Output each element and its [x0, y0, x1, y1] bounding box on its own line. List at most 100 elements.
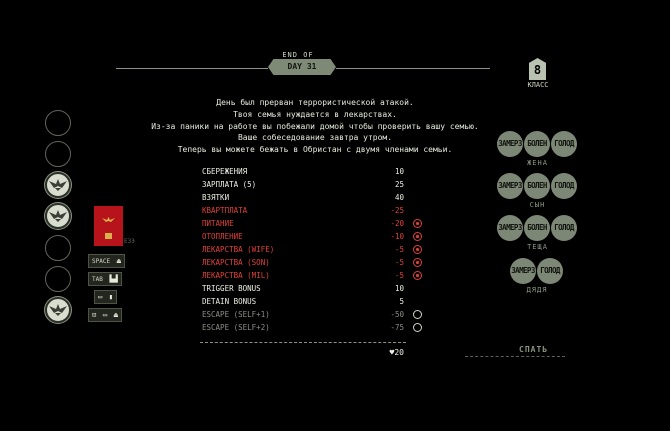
- family-status-badge: БОЛЕН: [524, 173, 550, 199]
- unselected-checkbox-icon[interactable]: [413, 310, 422, 319]
- ledger-row[interactable]: ESCAPE (SELF+1) -50: [202, 308, 422, 321]
- selected-checkbox-icon[interactable]: [413, 258, 422, 267]
- ledger-row[interactable]: ЛЕКАРСТВА (MIL) -5: [202, 269, 422, 282]
- ledger-row[interactable]: ОТОПЛЕНИЕ -10: [202, 230, 422, 243]
- family-member: ЗАМЕРЗ БОЛЕН ГОЛОД ЖЕНА: [497, 131, 578, 167]
- ledger-value: -5: [394, 245, 404, 254]
- family-status-badge: ГОЛОД: [551, 215, 577, 241]
- ledger-value: -25: [390, 206, 404, 215]
- sleep-button[interactable]: СПАТЬ: [519, 345, 549, 354]
- selected-checkbox-icon[interactable]: [413, 232, 422, 241]
- unselected-checkbox-icon[interactable]: [413, 323, 422, 332]
- book-slot-empty[interactable]: [45, 235, 71, 261]
- bookmark-icon: ▮: [108, 293, 114, 301]
- passport-code: ЕЗЭ: [124, 238, 135, 245]
- day-summary-message: День был прерван террористической атакой…: [110, 97, 520, 156]
- ink-icon: ▭: [102, 311, 108, 319]
- tab-key-button[interactable]: TAB ▙▟: [88, 272, 122, 286]
- message-line: Из-за паники на работе вы побежали домой…: [151, 121, 479, 131]
- selected-checkbox-icon[interactable]: [413, 219, 422, 228]
- book-slot-empty[interactable]: [45, 110, 71, 136]
- family-member-name: СЫН: [529, 201, 546, 209]
- eagle-emblem-icon: [49, 179, 67, 191]
- selected-checkbox-icon[interactable]: [413, 245, 422, 254]
- ledger-label: ESCAPE (SELF+1): [202, 310, 270, 319]
- class-badge: 8: [529, 58, 546, 80]
- ledger-value: -10: [390, 232, 404, 241]
- ledger-divider: [200, 342, 406, 343]
- ledger-value: -5: [394, 271, 404, 280]
- end-of-label: END OF: [282, 51, 314, 59]
- family-status-badge: ЗАМЕРЗ: [497, 131, 523, 157]
- family-status-badge: ГОЛОД: [551, 173, 577, 199]
- family-status-badge: ЗАМЕРЗ: [497, 215, 523, 241]
- ledger-label: ЛЕКАРСТВА (SON): [202, 258, 270, 267]
- space-key-button[interactable]: SPACE ⏏: [88, 254, 125, 268]
- ledger-row[interactable]: ESCAPE (SELF+2) -75: [202, 321, 422, 334]
- ledger-value: 40: [394, 193, 404, 202]
- ledger-label: ЛЕКАРСТВА (MIL): [202, 271, 270, 280]
- desk-icon: ▙▟: [109, 275, 118, 283]
- ledger-label: ЛЕКАРСТВА (WIFE): [202, 245, 275, 254]
- header-rule-right: [336, 68, 490, 69]
- family-status-badge: ГОЛОД: [537, 258, 563, 284]
- ledger-label: СБЕРЕЖЕНИЯ: [202, 167, 248, 176]
- message-line: Твоя семья нуждается в лекарствах.: [233, 109, 397, 119]
- message-line: Теперь вы можете бежать в Обристан с дву…: [177, 145, 453, 155]
- family-status-badge: БОЛЕН: [524, 215, 550, 241]
- ledger-row: СБЕРЕЖЕНИЯ 10: [202, 165, 422, 178]
- ledger-label: DETAIN BONUS: [202, 297, 257, 306]
- ledger-label: ПИТАНИЕ: [202, 219, 234, 228]
- ledger-row: ЗАРПЛАТА (5) 25: [202, 178, 422, 191]
- rulebook-icon: ▭: [98, 293, 103, 301]
- header-rule-left: [116, 68, 268, 69]
- stamp-icon: ⊡: [92, 311, 97, 319]
- family-member: ЗАМЕРЗ БОЛЕН ГОЛОД СЫН: [497, 173, 578, 209]
- family-member-name: ЖЕНА: [527, 159, 548, 167]
- ledger-label: ОТОПЛЕНИЕ: [202, 232, 243, 241]
- book-slot-empty[interactable]: [45, 141, 71, 167]
- family-status-icons: ЗАМЕРЗ БОЛЕН ГОЛОД: [497, 215, 578, 241]
- family-status-icons: ЗАМЕРЗ БОЛЕН ГОЛОД: [497, 173, 578, 199]
- eject-icon: ⏏: [116, 257, 121, 265]
- book-slot-empty[interactable]: [45, 266, 71, 292]
- sleep-underline: [465, 356, 565, 357]
- selected-checkbox-icon[interactable]: [413, 271, 422, 280]
- ledger-label: ВЗЯТКИ: [202, 193, 230, 202]
- book-slot-filled[interactable]: [45, 297, 71, 323]
- ledger-row[interactable]: ПИТАНИЕ -20: [202, 217, 422, 230]
- space-key-label: SPACE: [92, 258, 111, 265]
- book-slot-filled[interactable]: [45, 203, 71, 229]
- family-status-icons: ЗАМЕРЗ ГОЛОД: [510, 258, 564, 284]
- ledger-value: -20: [390, 219, 404, 228]
- ledger-label: КВАРТПЛАТА: [202, 206, 248, 215]
- ledger-value: -75: [390, 323, 404, 332]
- ledger-value: -50: [390, 310, 404, 319]
- message-line: Ваше собеседование завтра утром.: [237, 133, 393, 143]
- book-slot-filled[interactable]: [45, 172, 71, 198]
- family-member: ЗАМЕРЗ БОЛЕН ГОЛОД ТЕЩА: [497, 215, 578, 251]
- ledger-row[interactable]: ЛЕКАРСТВА (WIFE) -5: [202, 243, 422, 256]
- family-status-badge: ГОЛОД: [551, 131, 577, 157]
- ledger-label: ESCAPE (SELF+2): [202, 323, 270, 332]
- ledger-row: ВЗЯТКИ 40: [202, 191, 422, 204]
- family-member-name: ТЕЩА: [527, 243, 548, 251]
- family-status-icons: ЗАМЕРЗ БОЛЕН ГОЛОД: [497, 131, 578, 157]
- ledger-value: 10: [394, 284, 404, 293]
- family-status-badge: ЗАМЕРЗ: [510, 258, 536, 284]
- ledger-row: TRIGGER BONUS 10: [202, 282, 422, 295]
- ledger-row: КВАРТПЛАТА -25: [202, 204, 422, 217]
- ledger-value: -5: [394, 258, 404, 267]
- ledger-value: 25: [394, 180, 404, 189]
- ledger-row[interactable]: ЛЕКАРСТВА (SON) -5: [202, 256, 422, 269]
- rulebook-button[interactable]: ▭ ▮: [94, 290, 118, 304]
- eject-icon: ⏏: [113, 311, 118, 319]
- stamp-tray-button[interactable]: ⊡ ▭ ⏏: [88, 308, 122, 322]
- passport-icon[interactable]: [94, 206, 123, 246]
- class-label: КЛАСС: [527, 81, 549, 89]
- tab-key-label: TAB: [92, 276, 103, 283]
- ledger-label: TRIGGER BONUS: [202, 284, 261, 293]
- ledger-value: 10: [394, 167, 404, 176]
- day-badge: DAY 31: [268, 59, 336, 75]
- family-status-badge: ЗАМЕРЗ: [497, 173, 523, 199]
